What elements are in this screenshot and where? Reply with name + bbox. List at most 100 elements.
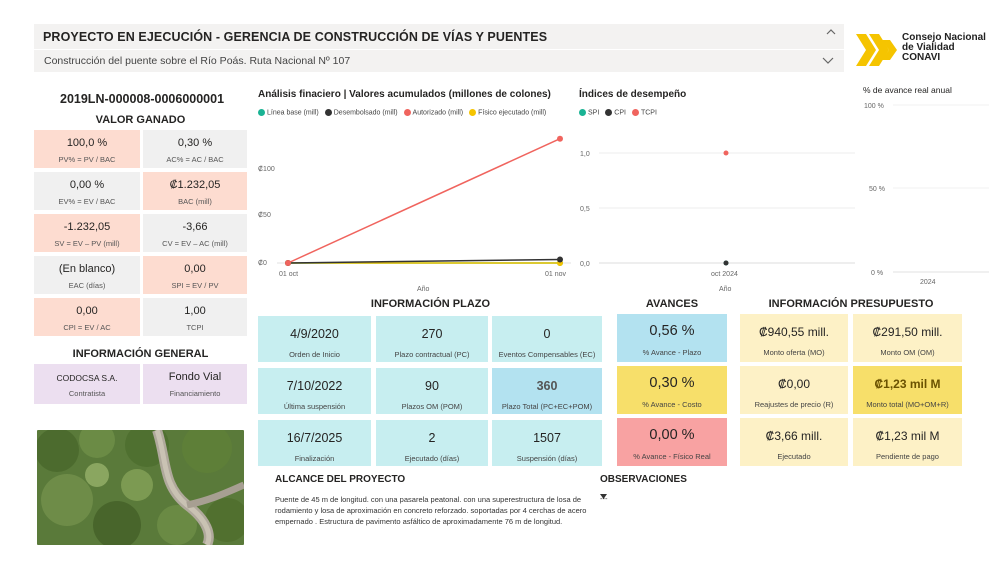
series-point-1-1 [557, 256, 563, 263]
pv-percent-value: 100,0 % [66, 137, 108, 149]
orden-inicio-card[interactable]: 4/9/2020 Orden de Inicio [258, 316, 371, 362]
y-tick-0: 0 % [871, 270, 883, 277]
avance-fisico-card[interactable]: 0,00 % % Avance - Físico Real [617, 418, 727, 466]
y-tick-1: 1,0 [580, 151, 590, 158]
ev-percent-card[interactable]: 0,00 % EV% = EV / BAC [34, 172, 140, 210]
pendiente-pago-label: Pendiente de pago [876, 452, 939, 461]
y-tick-100: 100 % [864, 103, 884, 110]
avances-title: AVANCES [645, 298, 699, 310]
y-tick-50: 50 % [869, 186, 885, 193]
eac-card[interactable]: (En blanco) EAC (días) [34, 256, 140, 294]
ejecutado-dias-card[interactable]: 2 Ejecutado (días) [376, 420, 488, 466]
avance-plazo-card[interactable]: 0,56 % % Avance - Plazo [617, 314, 727, 362]
reajustes-card[interactable]: ₡0,00 Reajustes de precio (R) [740, 366, 848, 414]
index-point-cpi [723, 260, 729, 266]
plazo-total-value: 360 [536, 379, 558, 393]
financial-line-chart[interactable]: ₡100 ₡50 ₡0 01 oct 01 nov Año [255, 125, 575, 295]
legend-item-spi: SPI [579, 109, 599, 116]
x-axis-label: Año [417, 286, 430, 293]
ejecutado-card[interactable]: ₡3,66 mill. Ejecutado [740, 418, 848, 466]
ejecutado-dias-value: 2 [428, 431, 436, 445]
spi-card[interactable]: 0,00 SPI = EV / PV [143, 256, 247, 294]
x-tick-2024: 2024 [920, 279, 936, 286]
conavi-logo-icon [856, 30, 897, 70]
eventos-compensables-label: Eventos Compensables (EC) [498, 350, 596, 359]
monto-total-card[interactable]: ₡1,23 mil M Monto total (MO+OM+R) [853, 366, 962, 414]
x-tick-oct: 01 oct [279, 271, 298, 278]
avance-plazo-label: % Avance - Plazo [642, 348, 702, 357]
ultima-suspension-value: 7/10/2022 [286, 379, 343, 393]
monto-total-label: Monto total (MO+OM+R) [866, 400, 949, 409]
monto-oferta-value: ₡940,55 mill. [758, 325, 830, 339]
ejecutado-dias-label: Ejecutado (días) [404, 454, 460, 463]
ev-percent-label: EV% = EV / BAC [58, 197, 116, 206]
pv-percent-card[interactable]: 100,0 % PV% = PV / BAC [34, 130, 140, 168]
sv-label: SV = EV – PV (mill) [54, 239, 120, 248]
chevron-up-icon[interactable] [826, 28, 836, 39]
bac-card[interactable]: ₡1.232,05 BAC (mill) [143, 172, 247, 210]
orden-inicio-label: Orden de Inicio [289, 350, 340, 359]
y-tick-50: ₡50 [258, 211, 271, 219]
legend-item-linea-base: Línea base (mill) [258, 109, 319, 116]
legend-item-autorizado: Autorizado (mill) [403, 109, 463, 116]
financiamiento-card[interactable]: Fondo Vial Financiamiento [143, 364, 247, 404]
tcpi-label: TCPI [186, 323, 204, 332]
plazos-om-label: Plazos OM (POM) [401, 402, 463, 411]
chevron-down-icon[interactable] [822, 56, 834, 67]
tcpi-card[interactable]: 1,00 TCPI [143, 298, 247, 336]
indices-scatter-chart[interactable]: 1,0 0,5 0,0 oct 2024 Año [577, 125, 857, 295]
cpi-label: CPI = EV / AC [63, 323, 111, 332]
cpi-card[interactable]: 0,00 CPI = EV / AC [34, 298, 140, 336]
info-presupuesto-title: INFORMACIÓN PRESUPUESTO [768, 298, 934, 310]
sv-card[interactable]: -1.232,05 SV = EV – PV (mill) [34, 214, 140, 252]
monto-total-value: ₡1,23 mil M [874, 377, 941, 391]
avance-anual-bar-chart[interactable]: 100 % 50 % 0 % 2024 [861, 98, 991, 290]
spi-value: 0,00 [184, 263, 206, 275]
finalizacion-label: Finalización [294, 454, 335, 463]
plazo-contractual-label: Plazo contractual (PC) [394, 350, 470, 359]
plazo-total-label: Plazo Total (PC+EC+POM) [501, 402, 593, 411]
monto-om-card[interactable]: ₡291,50 mill. Monto OM (OM) [853, 314, 962, 362]
ejecutado-value: ₡3,66 mill. [765, 429, 823, 443]
avance-fisico-value: 0,00 % [649, 427, 695, 443]
contratista-card[interactable]: CODOCSA S.A. Contratista [34, 364, 140, 404]
pendiente-pago-card[interactable]: ₡1,23 mil M Pendiente de pago [853, 418, 962, 466]
contratista-label: Contratista [68, 389, 106, 398]
index-point-tcpi [723, 150, 729, 156]
avance-costo-value: 0,30 % [649, 375, 695, 391]
plazos-om-value: 90 [425, 379, 439, 393]
ac-percent-card[interactable]: 0,30 % AC% = AC / BAC [143, 130, 247, 168]
y-tick-100: ₡100 [258, 165, 275, 173]
project-select-dropdown[interactable] [34, 50, 844, 72]
series-line-2 [287, 138, 561, 264]
plazos-om-card[interactable]: 90 Plazos OM (POM) [376, 368, 488, 414]
bac-label: BAC (mill) [178, 197, 212, 206]
cv-label: CV = EV – AC (mill) [162, 239, 228, 248]
plazo-contractual-card[interactable]: 270 Plazo contractual (PC) [376, 316, 488, 362]
plazo-contractual-value: 270 [421, 327, 443, 341]
plazo-total-card[interactable]: 360 Plazo Total (PC+EC+POM) [492, 368, 602, 414]
series-point-2-0 [285, 260, 291, 266]
caret-down-icon[interactable] [600, 486, 607, 504]
project-code: 2019LN-000008-0006000001 [60, 92, 225, 106]
legend-item-fisico-ejecutado: Físico ejecutado (mill) [469, 109, 546, 116]
suspension-dias-card[interactable]: 1507 Suspensión (días) [492, 420, 602, 466]
eventos-compensables-value: 0 [543, 327, 551, 341]
ultima-suspension-card[interactable]: 7/10/2022 Última suspensión [258, 368, 371, 414]
avance-costo-card[interactable]: 0,30 % % Avance - Costo [617, 366, 727, 414]
monto-oferta-card[interactable]: ₡940,55 mill. Monto oferta (MO) [740, 314, 848, 362]
eac-label: EAC (días) [68, 281, 106, 290]
financial-chart-title: Análisis finaciero | Valores acumulados … [258, 89, 551, 100]
cv-card[interactable]: -3,66 CV = EV – AC (mill) [143, 214, 247, 252]
suspension-dias-label: Suspensión (días) [516, 454, 578, 463]
eventos-compensables-card[interactable]: 0 Eventos Compensables (EC) [492, 316, 602, 362]
project-header-bar [34, 24, 844, 49]
sv-value: -1.232,05 [63, 221, 111, 233]
legend-item-tcpi: TCPI [631, 109, 657, 116]
finalizacion-card[interactable]: 16/7/2025 Finalización [258, 420, 371, 466]
indices-chart-title: Índices de desempeño [579, 89, 687, 100]
finalizacion-value: 16/7/2025 [286, 431, 343, 445]
x-tick-nov: 01 nov [545, 271, 567, 278]
pendiente-pago-value: ₡1,23 mil M [875, 429, 940, 443]
series-line-1 [287, 258, 561, 264]
